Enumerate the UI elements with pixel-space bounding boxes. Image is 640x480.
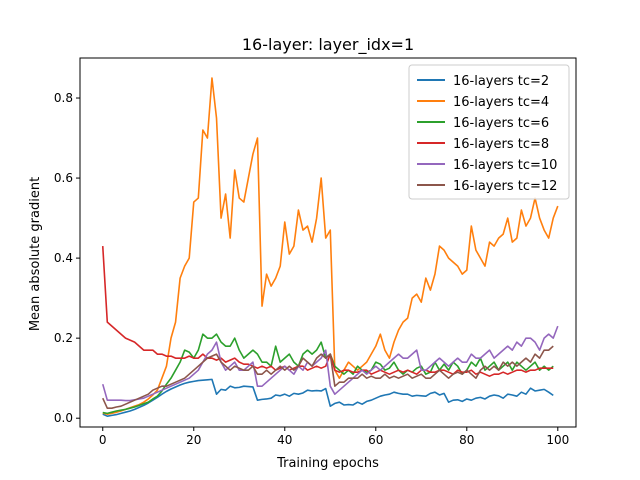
x-tick-label: 100: [546, 433, 569, 447]
series-line-2: [102, 77, 559, 415]
plot-area: [101, 77, 559, 417]
series-line-5: [101, 325, 559, 402]
x-tick-label: 0: [99, 433, 107, 447]
y-axis-label: Mean absolute gradient: [28, 177, 43, 331]
chart-title: 16-layer: layer_idx=1: [242, 35, 414, 55]
y-tick-label: 0.4: [54, 251, 73, 265]
y-tick-label: 0.0: [54, 411, 73, 425]
series-line-6: [102, 345, 554, 409]
legend-box: [408, 64, 570, 200]
y-tick-label: 0.6: [54, 171, 73, 185]
y-tick-label: 0.2: [54, 331, 73, 345]
x-tick-label: 80: [459, 433, 474, 447]
y-tick-label: 0.8: [54, 91, 73, 105]
legend-label: 16-layers tc=2: [453, 74, 549, 89]
x-tick-label: 60: [368, 433, 383, 447]
x-tick-label: 40: [277, 433, 292, 447]
series-line-1: [102, 378, 554, 417]
legend-label: 16-layers tc=6: [453, 116, 549, 131]
legend-label: 16-layers tc=8: [453, 137, 549, 152]
legend-label: 16-layers tc=12: [453, 179, 557, 194]
x-tick-label: 20: [186, 433, 201, 447]
legend-label: 16-layers tc=4: [453, 95, 549, 110]
axes-ticks: 0 20 40 60 80 100 0.0 0.2 0.4 0.6 0.8: [54, 91, 569, 447]
legend-label: 16-layers tc=10: [453, 158, 557, 173]
axes-frame: [79, 57, 577, 428]
legend: 16-layers tc=2 16-layers tc=4 16-layers tc…: [408, 64, 570, 200]
x-axis-label: Training epochs: [276, 456, 379, 471]
